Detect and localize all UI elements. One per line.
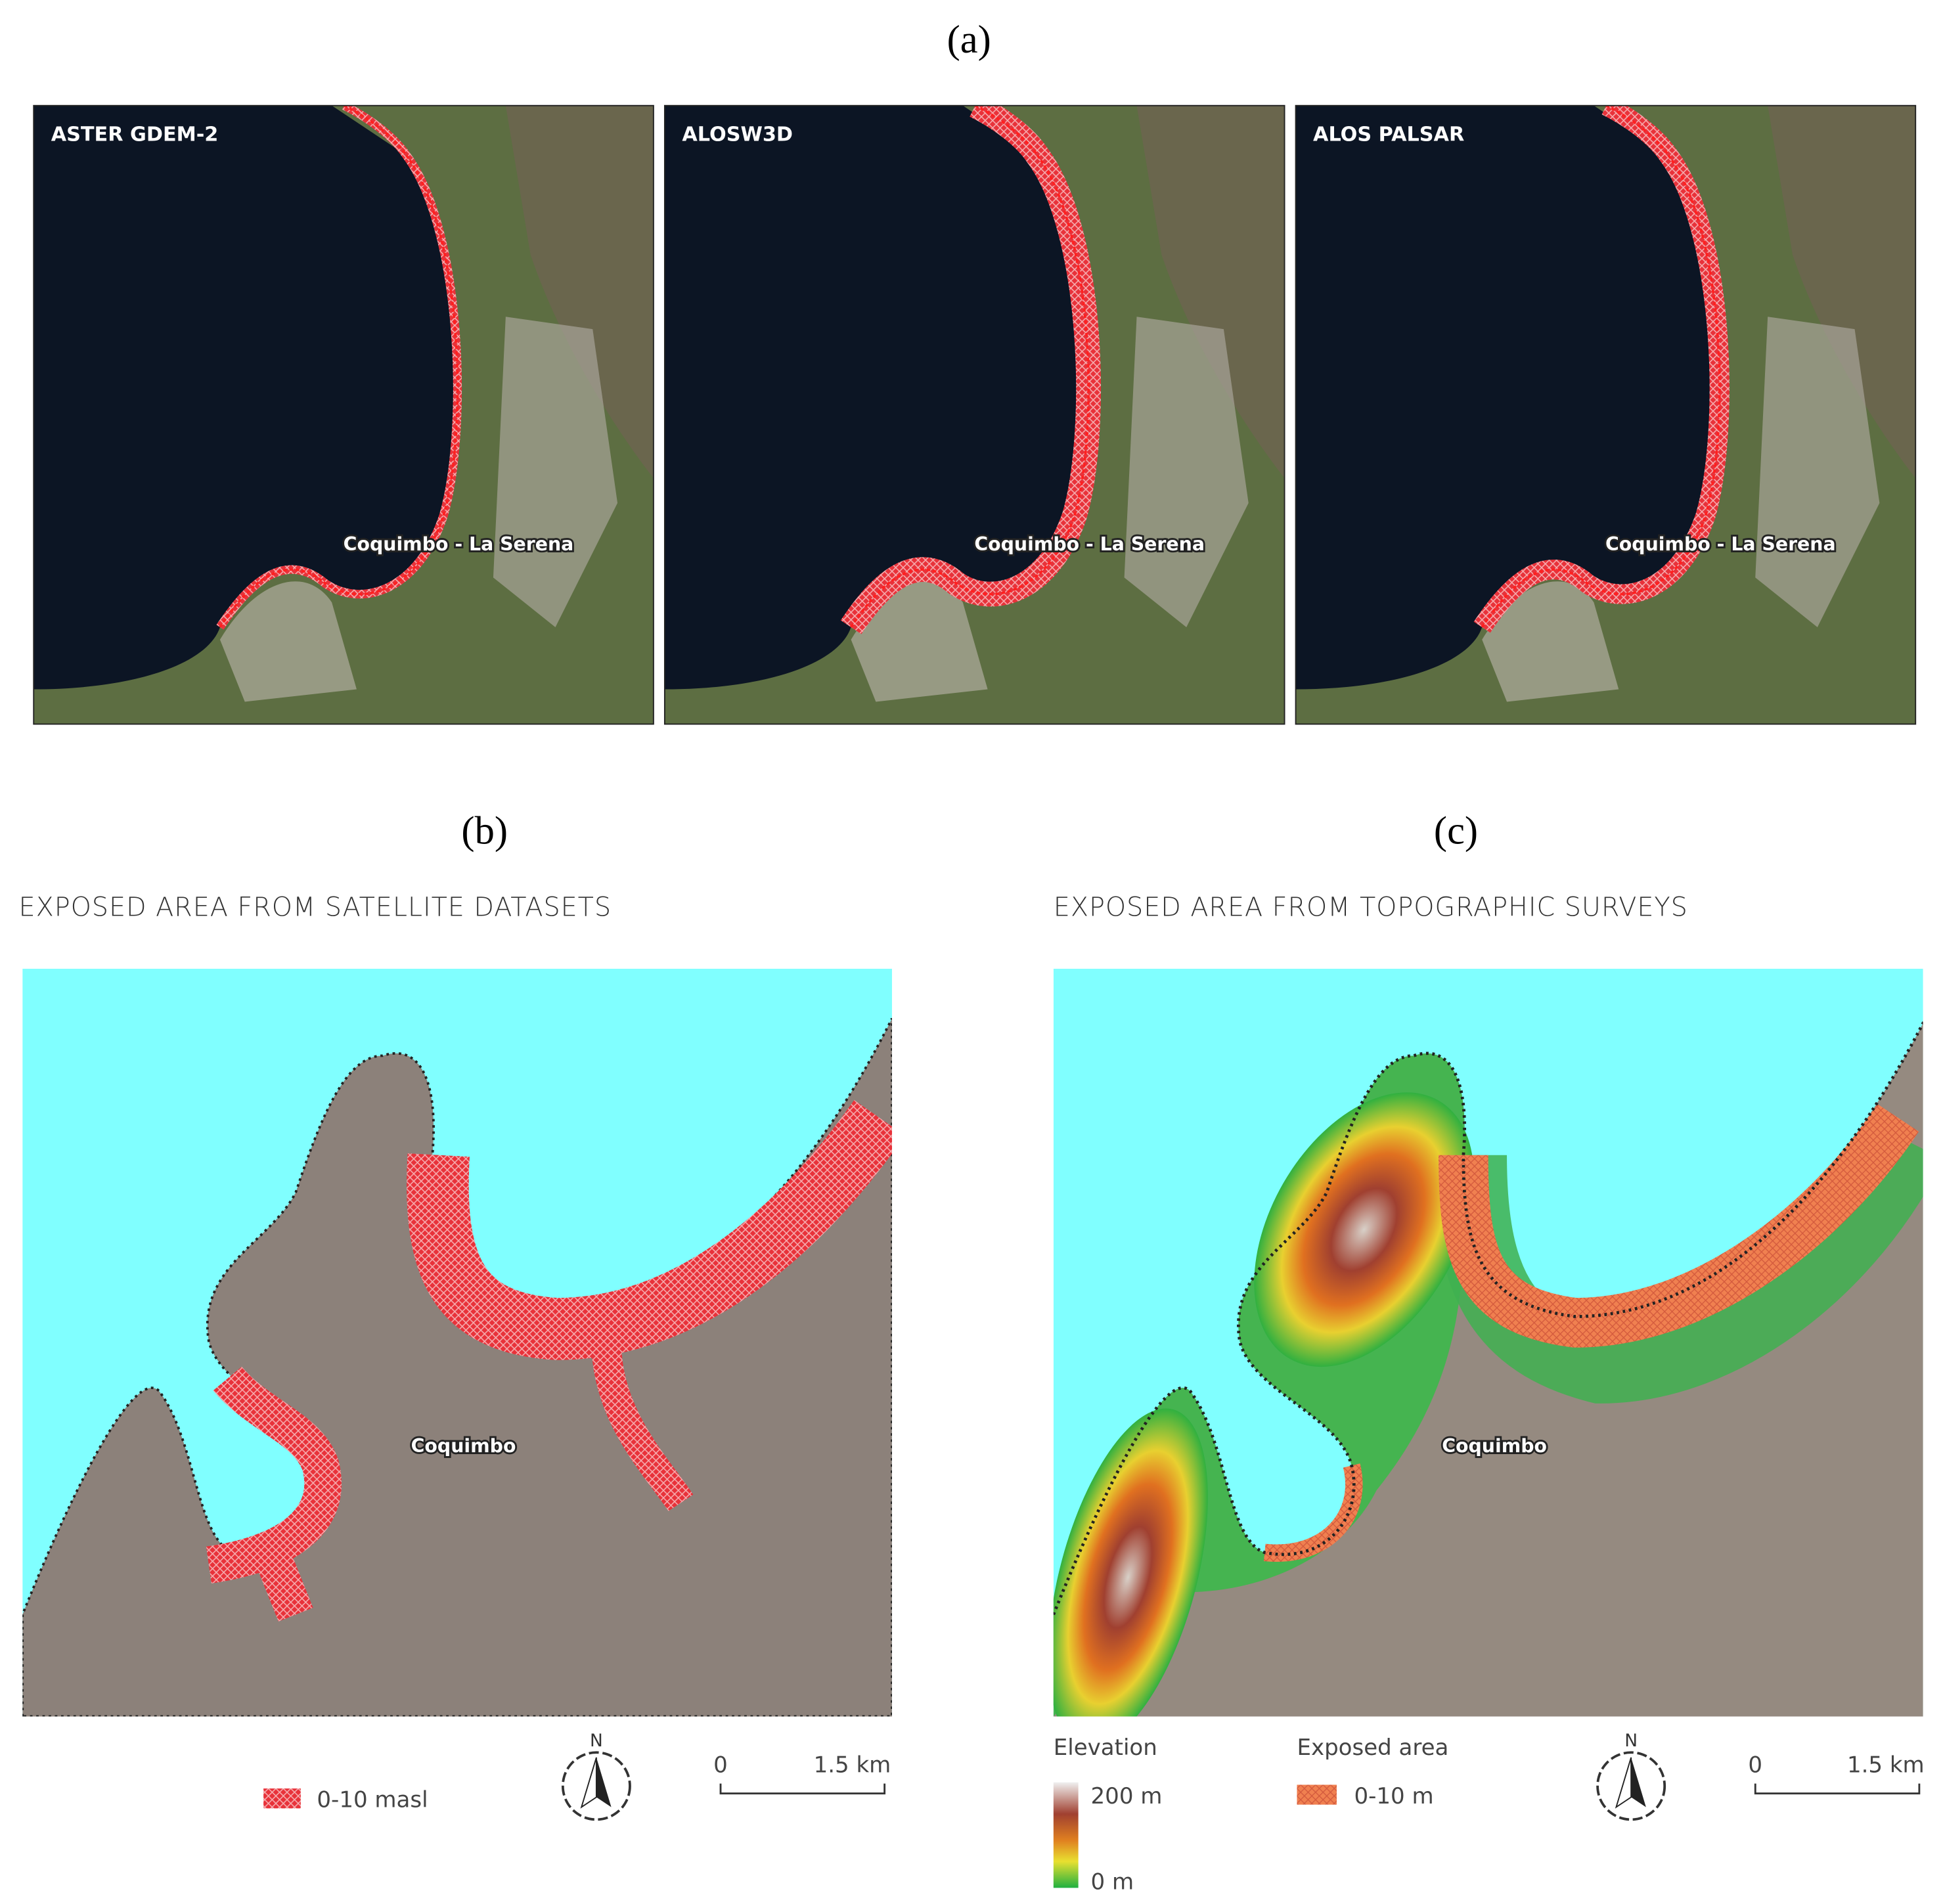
legend-swatch <box>263 1788 301 1809</box>
panel-title: EXPOSED AREA FROM TOPOGRAPHIC SURVEYS <box>1054 893 1688 923</box>
place-label: Coquimbo - La Serena <box>974 533 1205 555</box>
urban <box>1482 581 1619 702</box>
map-frame <box>33 104 654 725</box>
scale-bar <box>719 1783 886 1795</box>
elevation-ramp <box>1053 1782 1079 1888</box>
panel-title: EXPOSED AREA FROM SATELLITE DATASETS <box>19 893 612 923</box>
place-label: Coquimbo <box>411 1435 516 1457</box>
legend-label: 200 m <box>1091 1783 1163 1809</box>
land <box>1053 1023 1923 1717</box>
coastline <box>1481 105 1721 629</box>
scale-bar <box>1754 1783 1921 1795</box>
map-a: ASTER GDEM-2 Coquimbo - La Serena <box>34 105 654 724</box>
exposed-area <box>206 1366 342 1583</box>
legend-title: Exposed area <box>1297 1735 1448 1761</box>
terrain <box>1768 105 1916 479</box>
coastline <box>849 105 1090 629</box>
terrain <box>1136 105 1285 479</box>
terrain <box>505 105 654 479</box>
map-title: ALOS PALSAR <box>1313 123 1464 146</box>
legend-label: 0-10 masl <box>317 1787 428 1813</box>
urban <box>1124 317 1249 627</box>
map-a: ALOSW3D Coquimbo - La Serena <box>664 105 1285 724</box>
legend-title: Elevation <box>1054 1735 1157 1761</box>
exposed-area <box>407 1099 892 1360</box>
north-label: N <box>1624 1731 1638 1751</box>
coastline <box>219 105 459 629</box>
map-c: Coquimbo <box>1053 969 1923 1717</box>
map-title: ALOSW3D <box>682 123 793 146</box>
place-label: Coquimbo - La Serena <box>1605 533 1836 555</box>
place-label: Coquimbo - La Serena <box>344 533 574 555</box>
legend-swatch <box>1297 1784 1337 1805</box>
urban <box>1755 317 1880 627</box>
urban <box>493 317 618 627</box>
urban <box>219 581 357 702</box>
scale-label: 1.5 km <box>1847 1752 1925 1779</box>
map-frame <box>663 104 1285 725</box>
map-frame <box>1295 104 1917 725</box>
map-b: Coquimbo <box>22 969 892 1717</box>
panel-label: (b) <box>461 809 508 853</box>
land <box>22 1017 892 1717</box>
legend-label: 0 m <box>1091 1869 1134 1895</box>
panel-label: (c) <box>1434 809 1478 853</box>
map-a: ALOS PALSAR Coquimbo - La Serena <box>1295 105 1916 724</box>
exposed-area <box>1439 1103 1919 1348</box>
coastline <box>1053 1019 1923 1616</box>
north-arrow: N <box>1596 1731 1666 1821</box>
scale-label: 0 <box>713 1752 728 1779</box>
place-label: Coquimbo <box>1442 1435 1547 1457</box>
north-arrow: N <box>561 1731 631 1821</box>
panel-a: ASTER GDEM-2 Coquimbo - La Serena ALOSW3D C… <box>33 104 1917 725</box>
exposed-area <box>254 1545 313 1622</box>
elevation <box>1254 1092 1474 1367</box>
map-title: ASTER GDEM-2 <box>51 123 219 146</box>
scale-label: 1.5 km <box>814 1752 891 1779</box>
legend-label: 0-10 m <box>1354 1783 1433 1809</box>
north-label: N <box>590 1731 603 1751</box>
panel-label: (a) <box>947 18 991 62</box>
exposed-area <box>591 1340 694 1511</box>
scale-label: 0 <box>1748 1752 1762 1779</box>
elevation <box>1053 1408 1208 1717</box>
urban <box>851 581 988 702</box>
